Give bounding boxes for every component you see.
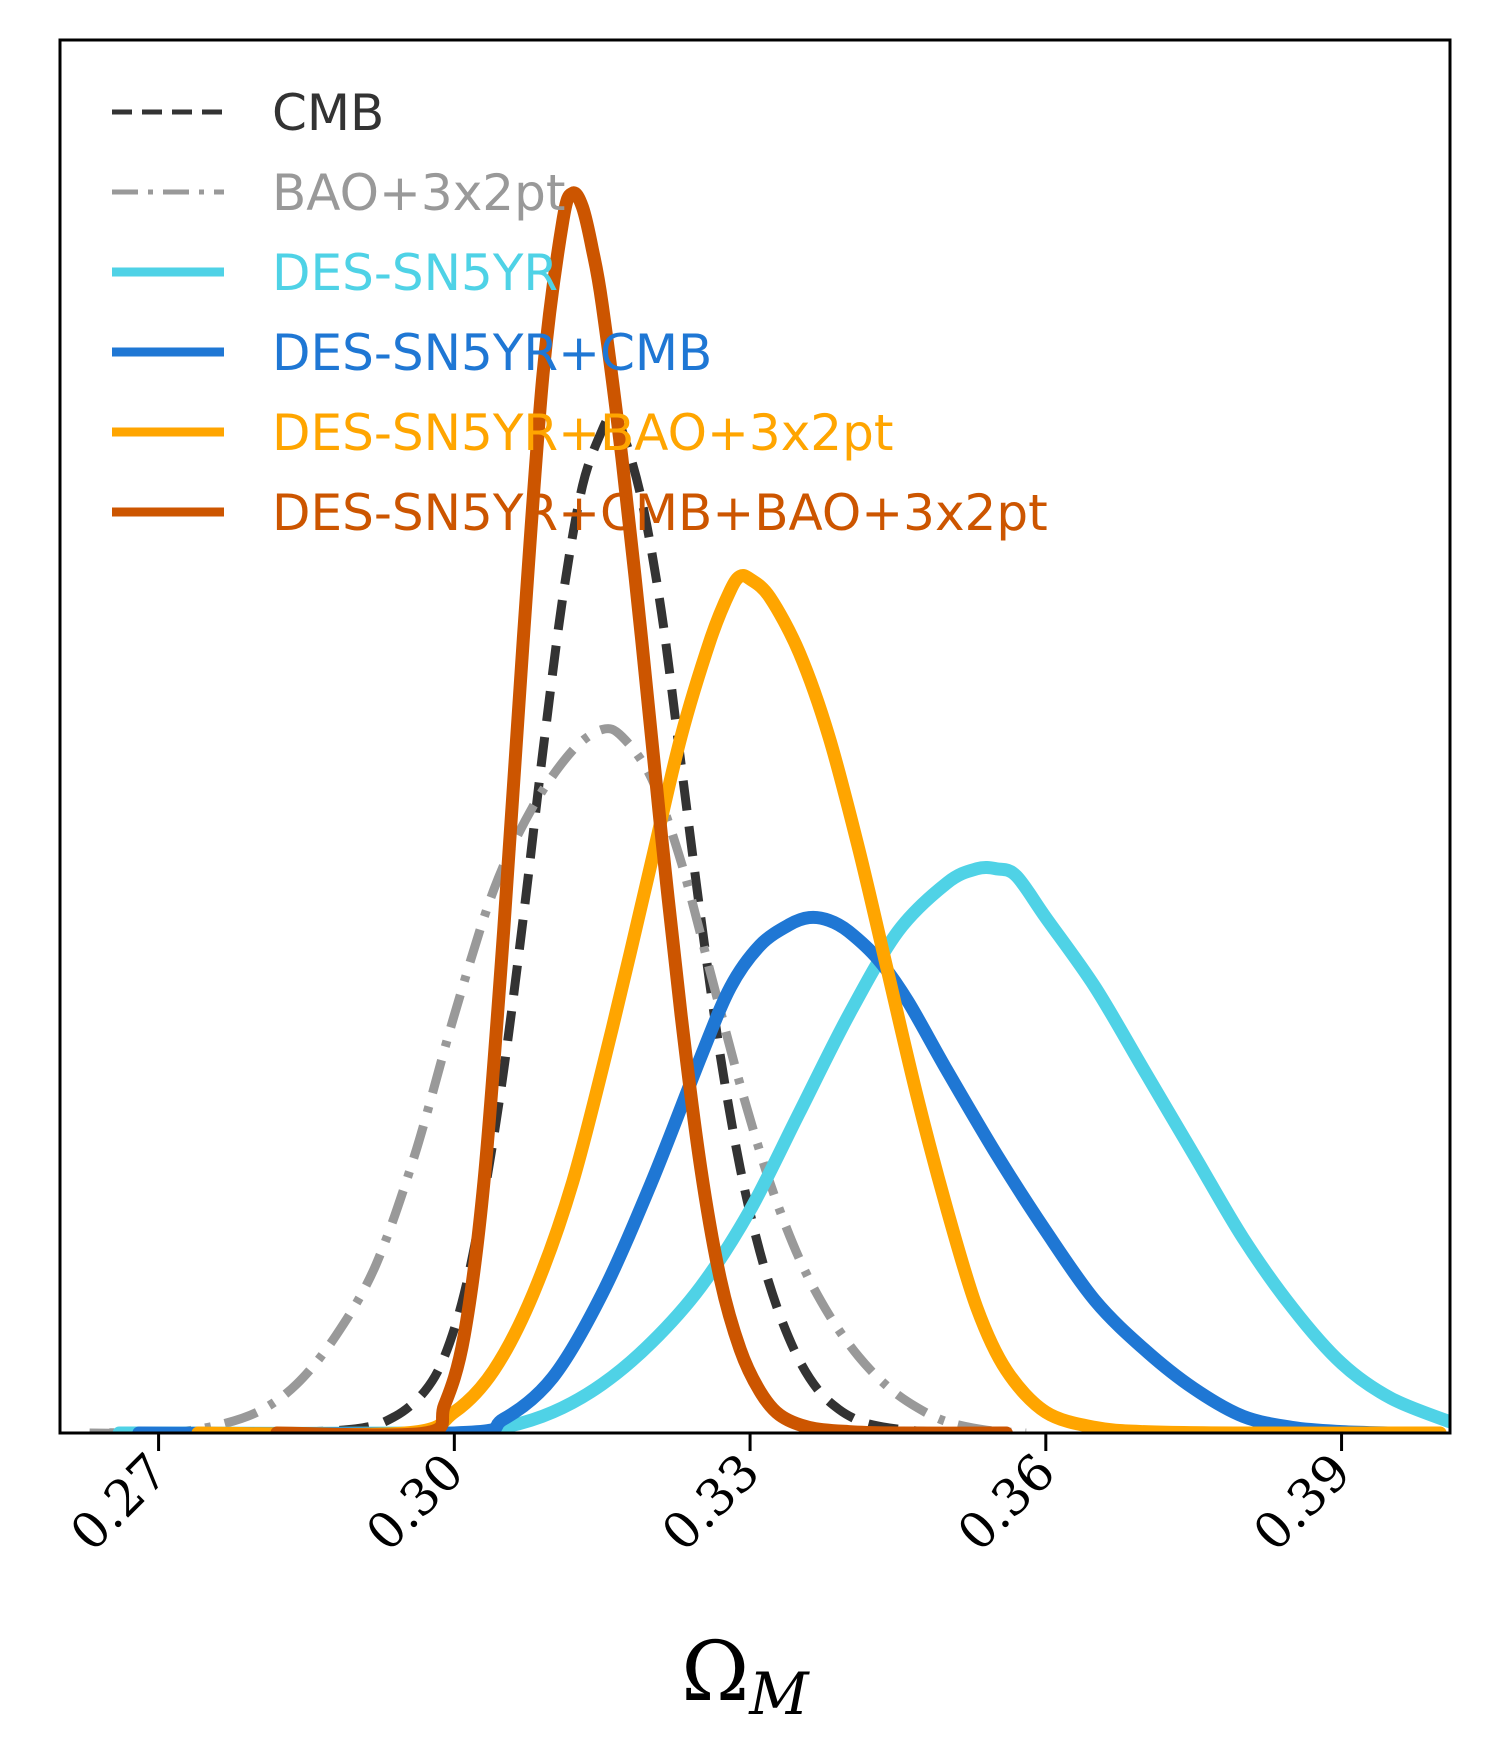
x-axis-label: ΩM <box>681 1625 810 1728</box>
series-line-5 <box>270 186 1013 1433</box>
series-line-2 <box>112 861 1450 1433</box>
legend-label-2: DES-SN5YR <box>272 244 558 302</box>
legend-label-5: DES-SN5YR+CMB+BAO+3x2pt <box>272 484 1048 542</box>
x-axis-label-sub: M <box>748 1660 810 1728</box>
series-line-1 <box>89 724 1027 1433</box>
series-line-4 <box>191 568 1447 1433</box>
plot-frame <box>58 38 1452 1435</box>
x-axis-label-main: Ω <box>681 1625 749 1720</box>
legend-label-0: CMB <box>272 84 384 142</box>
curves-layer <box>89 186 1450 1433</box>
legend-label-3: DES-SN5YR+CMB <box>272 324 712 382</box>
legend: CMB BAO+3x2pt DES-SN5YR DES-SN5YR+CMB DES-SN… <box>112 84 1048 542</box>
legend-label-4: DES-SN5YR+BAO+3x2pt <box>272 404 893 462</box>
legend-label-1: BAO+3x2pt <box>272 164 565 222</box>
series-line-3 <box>132 910 1398 1433</box>
